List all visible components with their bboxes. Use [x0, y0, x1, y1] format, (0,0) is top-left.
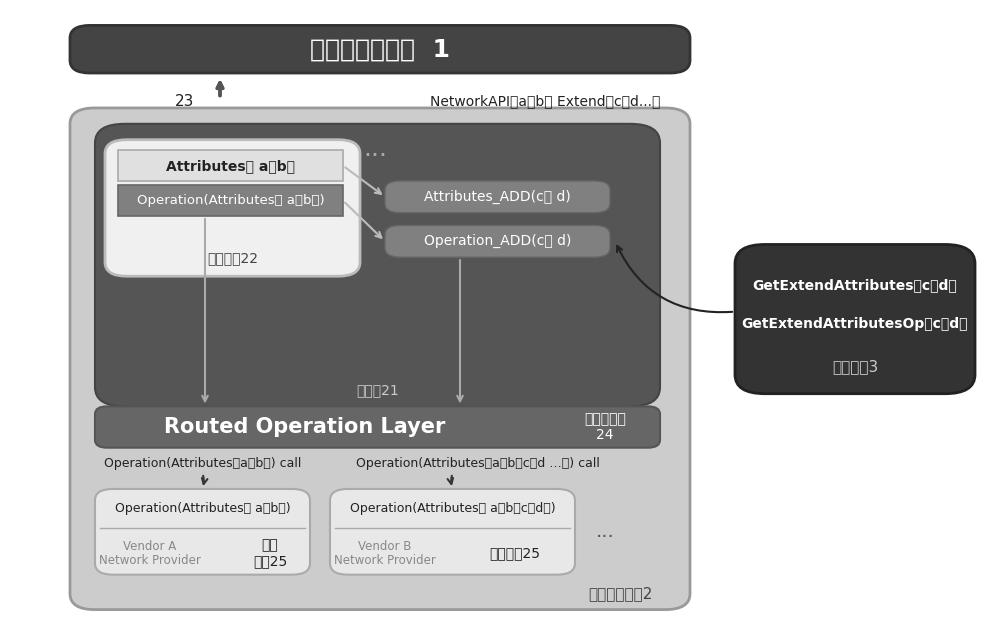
Text: 扩展模杓3: 扩展模杓3 [832, 359, 878, 375]
Text: Network Provider: Network Provider [99, 554, 201, 568]
FancyBboxPatch shape [330, 489, 575, 575]
Text: Operation(Attributesｻa、b、c、d …ｽ) call: Operation(Attributesｻa、b、c、d …ｽ) call [356, 457, 599, 470]
Text: Vendor A: Vendor A [123, 540, 177, 553]
FancyBboxPatch shape [95, 406, 660, 448]
Text: Network Provider: Network Provider [334, 554, 436, 568]
Text: 南向插件25: 南向插件25 [489, 546, 540, 560]
Text: GetExtendAttributes（c，d）: GetExtendAttributes（c，d） [753, 277, 957, 291]
FancyBboxPatch shape [70, 108, 690, 610]
FancyBboxPatch shape [735, 244, 975, 394]
FancyBboxPatch shape [118, 150, 343, 181]
FancyBboxPatch shape [385, 181, 610, 213]
Text: Operation_ADD(c， d): Operation_ADD(c， d) [424, 234, 571, 248]
Text: Operation(Attributesｻ a、bｽ): Operation(Attributesｻ a、bｽ) [115, 502, 290, 515]
Text: 23: 23 [175, 94, 195, 109]
FancyBboxPatch shape [95, 489, 310, 575]
Text: GetExtendAttributesOp（c，d）: GetExtendAttributesOp（c，d） [742, 317, 968, 331]
Text: ...: ... [596, 523, 614, 541]
Text: Routed Operation Layer: Routed Operation Layer [164, 417, 446, 437]
FancyBboxPatch shape [105, 140, 360, 276]
FancyBboxPatch shape [70, 25, 690, 73]
Text: ...: ... [363, 137, 387, 161]
Text: 业务路由层
24: 业务路由层 24 [584, 412, 626, 442]
Text: NetworkAPI（a、b） Extend（c、d...）: NetworkAPI（a、b） Extend（c、d...） [430, 95, 660, 109]
FancyBboxPatch shape [95, 124, 660, 406]
Text: 网络业务编排层  1: 网络业务编排层 1 [310, 37, 450, 61]
Text: Operation(Attributesｻ a、b、c、dｽ): Operation(Attributesｻ a、b、c、dｽ) [350, 502, 555, 515]
Text: Attributesｻ a、bｽ: Attributesｻ a、bｽ [166, 159, 295, 173]
Text: 模型平21: 模型平21 [356, 384, 399, 398]
Text: Operation(Attributesｻa、bｽ) call: Operation(Attributesｻa、bｽ) call [104, 457, 301, 470]
Text: Operation(Attributesｻ a、bｽ): Operation(Attributesｻ a、bｽ) [137, 194, 324, 207]
Text: 南向
插件25: 南向 插件25 [253, 538, 287, 568]
Text: 模型驱动框杧2: 模型驱动框杧2 [588, 586, 652, 601]
Text: Vendor B: Vendor B [358, 540, 412, 553]
Text: Attributes_ADD(c， d): Attributes_ADD(c， d) [424, 190, 571, 204]
FancyBboxPatch shape [118, 185, 343, 216]
Text: 网络模型22: 网络模型22 [207, 251, 258, 265]
FancyBboxPatch shape [385, 225, 610, 257]
